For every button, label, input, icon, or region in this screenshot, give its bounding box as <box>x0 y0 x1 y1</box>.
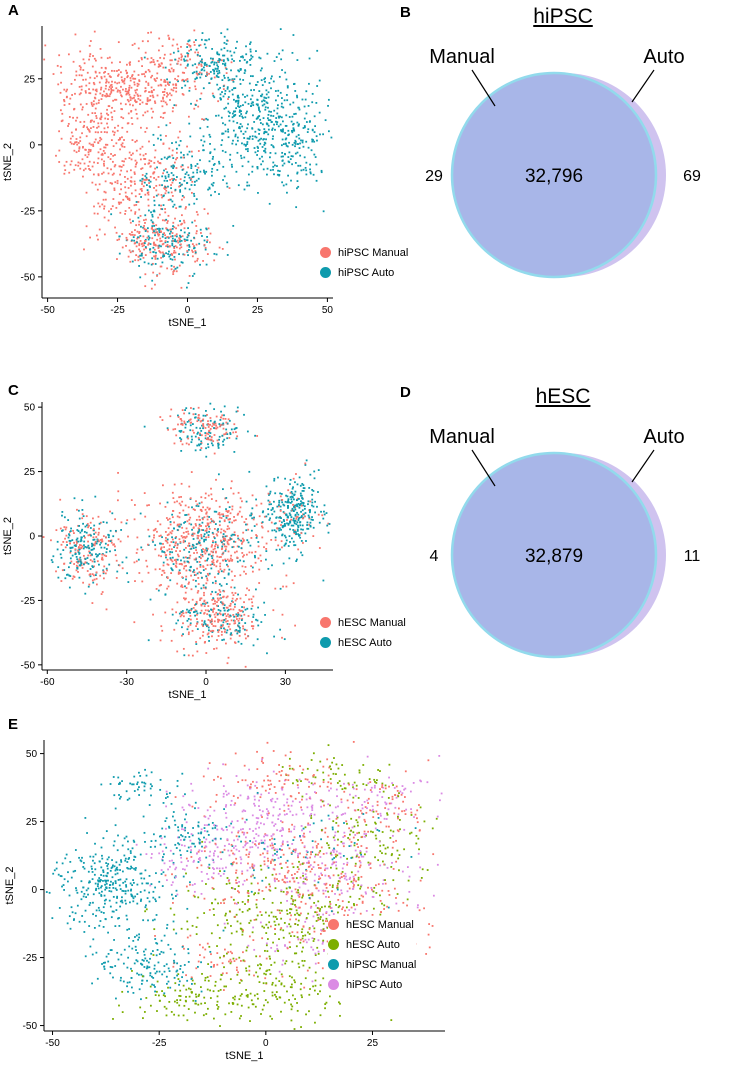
legend-item: hiPSC Auto <box>320 264 408 281</box>
legend-label: hESC Manual <box>338 616 406 629</box>
panel-c: C hESC Manual hESC Auto <box>0 372 460 712</box>
panel-b-label: B <box>400 4 412 21</box>
legend-label: hiPSC Manual <box>346 958 417 971</box>
panel-d: D hESC Manual Auto 4 32,879 11 <box>398 372 733 712</box>
intersection-count: 32,796 <box>525 166 583 187</box>
venn-circle-manual <box>450 71 658 279</box>
legend-dot-icon <box>320 617 331 628</box>
legend-item: hESC Manual <box>320 614 406 631</box>
legend-label: hiPSC Auto <box>338 266 395 279</box>
manual-only-count: 4 <box>430 548 439 565</box>
auto-set-label: Auto <box>643 426 684 448</box>
legend-item: hiPSC Auto <box>328 976 416 993</box>
legend-dot-icon <box>328 959 339 970</box>
legend-dot-icon <box>328 979 339 990</box>
legend-dot-icon <box>328 939 339 950</box>
panel-c-label: C <box>8 382 20 399</box>
legend-dot-icon <box>320 637 331 648</box>
venn-title-hipsc: hiPSC <box>533 5 593 28</box>
panel-e-label: E <box>8 716 19 733</box>
auto-callout-line <box>631 449 655 483</box>
panel-b: B hiPSC Manual Auto 29 32,796 69 <box>398 0 733 360</box>
legend-combined: hESC Manual hESC Auto hiPSC Manual hiPSC Au… <box>328 916 417 993</box>
legend-item: hiPSC Manual <box>328 956 416 973</box>
legend-label: hESC Auto <box>338 636 392 649</box>
intersection-count: 32,879 <box>525 546 583 567</box>
venn-diagram-hipsc: Manual Auto 29 32,796 69 <box>425 46 701 279</box>
legend-hesc: hESC Manual hESC Auto <box>320 614 406 651</box>
legend-label: hESC Manual <box>346 918 414 931</box>
panel-d-label: D <box>400 384 412 401</box>
legend-label: hESC Auto <box>346 938 400 951</box>
auto-callout-line <box>631 69 655 103</box>
tsne-plot-combined <box>2 730 457 1065</box>
auto-only-count: 11 <box>684 548 701 565</box>
auto-only-count: 69 <box>683 168 701 185</box>
manual-only-count: 29 <box>425 168 443 185</box>
panel-a: A hiPSC Manual hiPSC Auto <box>0 0 460 360</box>
legend-dot-icon <box>320 247 331 258</box>
legend-item: hESC Manual <box>328 916 416 933</box>
panel-e: E hESC Manual hESC Auto hiPSC Manual hiPSC … <box>0 712 733 1067</box>
venn-title-hesc: hESC <box>535 385 591 408</box>
panel-a-label: A <box>8 2 20 19</box>
venn-diagram-hesc: Manual Auto 4 32,879 11 <box>429 426 701 659</box>
manual-callout-line <box>471 449 496 487</box>
legend-label: hiPSC Manual <box>338 246 409 259</box>
manual-callout-line <box>471 69 496 107</box>
legend-dot-icon <box>320 267 331 278</box>
tsne-plot-hipsc <box>0 16 345 332</box>
manual-set-label: Manual <box>429 46 495 68</box>
auto-set-label: Auto <box>643 46 684 68</box>
legend-item: hESC Auto <box>320 634 406 651</box>
legend-item: hiPSC Manual <box>320 244 408 261</box>
legend-label: hiPSC Auto <box>346 978 403 991</box>
legend-item: hESC Auto <box>328 936 416 953</box>
venn-circle-manual <box>450 451 658 659</box>
legend-dot-icon <box>328 919 339 930</box>
manual-set-label: Manual <box>429 426 495 448</box>
tsne-plot-hesc <box>0 392 345 704</box>
legend-hipsc: hiPSC Manual hiPSC Auto <box>320 244 409 281</box>
